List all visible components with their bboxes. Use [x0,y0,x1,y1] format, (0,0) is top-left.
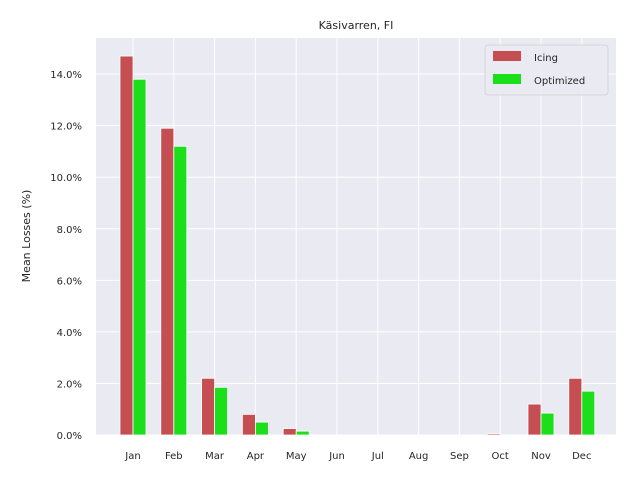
y-tick-label: 8.0% [57,225,82,236]
y-tick-label: 6.0% [57,276,82,287]
bar-optimized-nov [540,412,555,436]
x-tick-label: Mar [205,451,225,462]
chart-title: Käsivarren, FI [319,19,394,32]
bar-optimized-jan [132,78,147,436]
bar-icing-jan [119,55,134,436]
x-tick-label: Jan [124,451,140,462]
y-tick-label: 12.0% [50,122,82,133]
x-tick-label: Nov [531,451,551,462]
bar-icing-feb [160,127,175,436]
x-tick-label: Jul [371,451,384,462]
y-tick-label: 14.0% [50,70,82,81]
legend-swatch-icing [493,51,521,61]
y-tick-label: 4.0% [57,328,82,339]
bar-icing-oct [486,433,501,436]
x-tick-label: Feb [165,451,183,462]
bar-optimized-dec [581,390,596,436]
y-tick-label: 2.0% [57,379,82,390]
bar-icing-mar [201,377,216,436]
x-tick-label: May [286,451,307,462]
x-tick-label: Aug [409,451,429,462]
bar-icing-nov [527,403,542,436]
x-tick-label: Apr [247,451,265,462]
legend-swatch-optimized [493,74,521,84]
bar-optimized-feb [173,145,188,436]
y-axis-label: Mean Losses (%) [20,190,33,283]
x-tick-label: Sep [450,451,469,462]
bar-icing-may [282,428,297,436]
bar-optimized-apr [254,421,269,436]
legend: Icing Optimized [484,44,609,96]
y-tick-label: 10.0% [50,173,82,184]
y-tick-label: 0.0% [57,431,82,442]
legend-label-icing: Icing [534,53,558,64]
bar-icing-apr [241,413,256,436]
y-tick-labels: 0.0% 2.0% 4.0% 6.0% 8.0% 10.0% 12.0% 14.0% [50,70,82,442]
bars [119,55,596,436]
x-tick-label: Oct [492,451,509,462]
x-tick-labels: Jan Feb Mar Apr May Jun Jul Aug Sep Oct Nov Dec [124,451,591,462]
bar-optimized-may [295,430,310,436]
bar-icing-dec [568,377,583,436]
x-tick-label: Jun [328,451,345,462]
legend-label-optimized: Optimized [534,76,585,87]
x-tick-label: Dec [572,451,591,462]
bar-optimized-mar [214,386,229,436]
